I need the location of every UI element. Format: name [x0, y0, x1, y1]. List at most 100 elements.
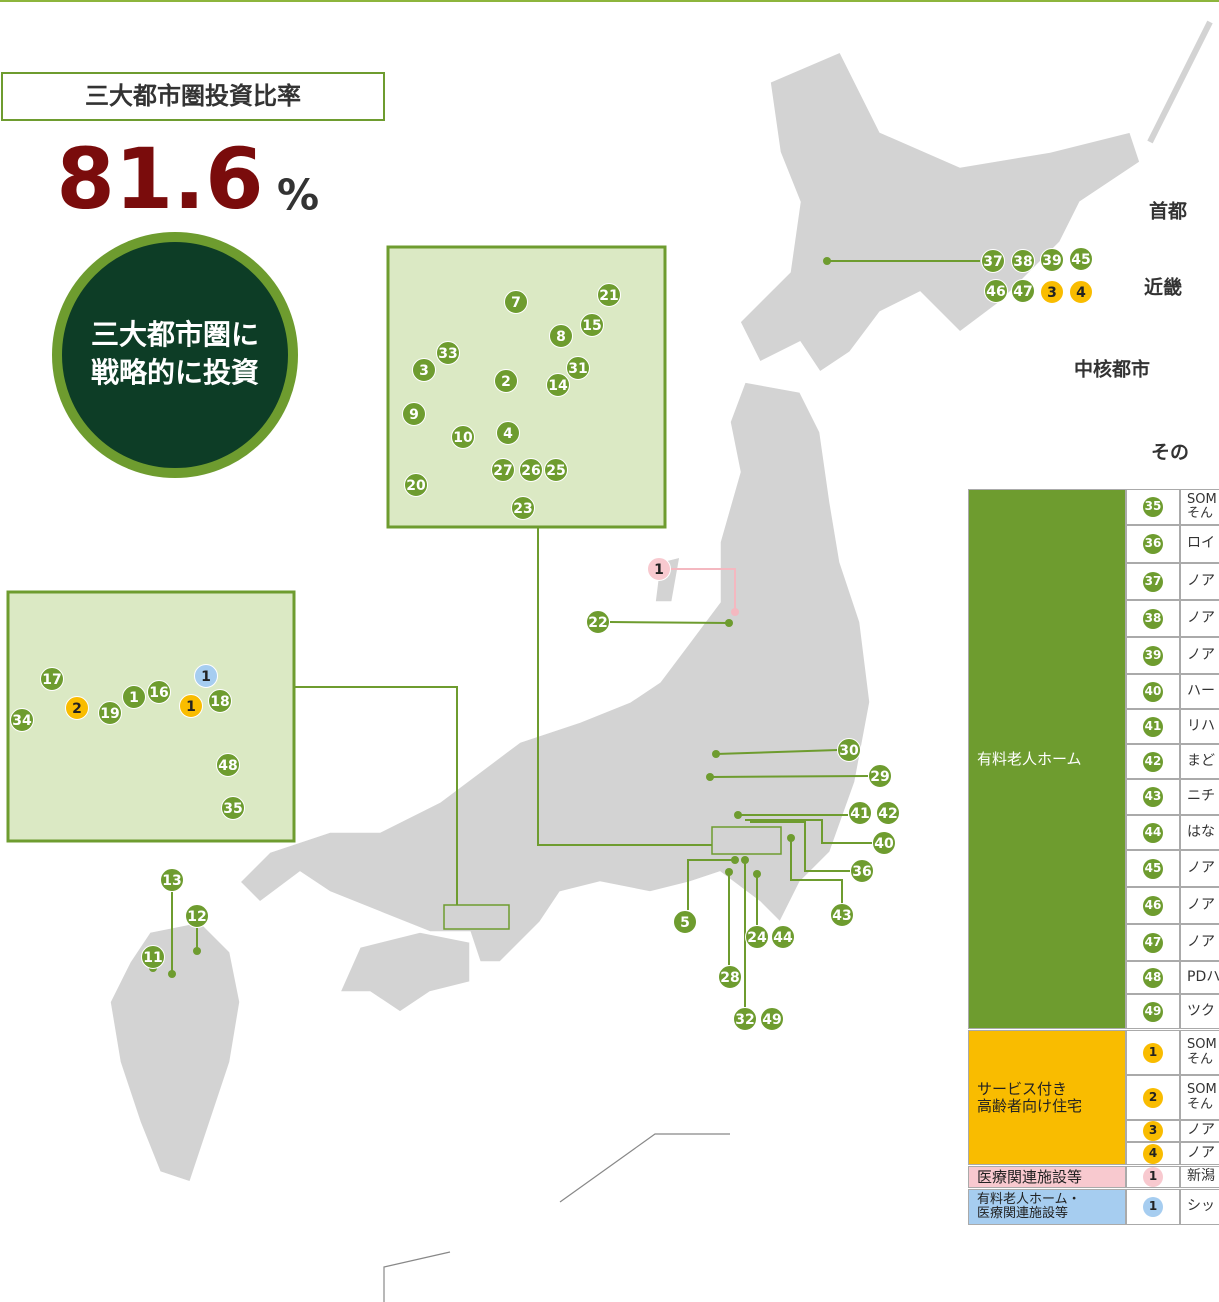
marker [848, 801, 872, 825]
category-cell: サービス付き 高齢者向け住宅 [968, 1030, 1126, 1165]
marker [451, 425, 475, 449]
marker-label: 28 [720, 970, 739, 986]
number-cell: 45 [1126, 850, 1180, 887]
name-cell: ノア [1180, 563, 1219, 600]
number-cell: 1 [1126, 1030, 1180, 1075]
category-cell: 有料老人ホーム・ 医療関連施設等 [968, 1189, 1126, 1225]
marker-label: 37 [983, 254, 1002, 270]
name-cell: ノア [1180, 924, 1219, 961]
number-badge: 38 [1143, 608, 1163, 629]
marker [876, 801, 900, 825]
number-cell: 49 [1126, 994, 1180, 1029]
number-badge: 48 [1143, 967, 1163, 988]
name-text: PDハ [1187, 968, 1219, 985]
marker-label: 4 [1076, 285, 1086, 301]
number-cell: 38 [1126, 600, 1180, 637]
name-cell: SOM そん [1180, 1030, 1219, 1075]
marker-label: 29 [870, 769, 889, 785]
name-cell: ノア [1180, 1120, 1219, 1142]
category-cell: 有料老人ホーム [968, 489, 1126, 1029]
marker-label: 11 [143, 950, 162, 966]
marker-label: 3 [1047, 285, 1057, 301]
marker [402, 402, 426, 426]
ratio: 81.6 [56, 130, 263, 228]
marker-label: 35 [223, 801, 242, 817]
marker-label: 1 [654, 562, 664, 578]
name-text: SOM [1187, 1082, 1217, 1098]
name-cell: SOM そん [1180, 1075, 1219, 1120]
marker [733, 1007, 757, 1031]
category-text: 有料老人ホーム・ [977, 1191, 1081, 1207]
number-cell: 35 [1126, 489, 1180, 525]
region-label: 首都 [1149, 200, 1187, 223]
marker [868, 764, 892, 788]
marker-label: 19 [100, 706, 119, 722]
marker [1040, 280, 1064, 304]
number-cell: 37 [1126, 563, 1180, 600]
name-text: はな [1187, 823, 1215, 840]
marker-label: 20 [406, 478, 426, 494]
number-cell: 39 [1126, 637, 1180, 674]
marker-label: 40 [874, 836, 894, 852]
number-cell: 44 [1126, 815, 1180, 850]
name-cell: リハ [1180, 709, 1219, 744]
number-badge: 1 [1143, 1197, 1163, 1217]
badge-line: 戦略的に投資 [91, 356, 259, 389]
marker-label: 41 [850, 806, 869, 822]
number-cell: 42 [1126, 744, 1180, 779]
name-text: シッ [1187, 1198, 1215, 1215]
marker [40, 667, 64, 691]
category-text: 医療関連施設等 [977, 1206, 1069, 1221]
marker [1040, 248, 1064, 272]
marker [673, 910, 697, 934]
title: 三大都市圏投資比率 [85, 82, 301, 110]
marker [494, 369, 518, 393]
name-cell: まど [1180, 744, 1219, 779]
marker-label: 13 [162, 873, 181, 889]
marker [412, 358, 436, 382]
marker-label: 10 [453, 430, 473, 446]
marker [404, 473, 428, 497]
marker-label: 24 [747, 930, 767, 946]
marker [544, 458, 568, 482]
marker-label: 46 [986, 284, 1005, 300]
name-text: そん [1187, 506, 1214, 521]
marker [1011, 249, 1035, 273]
badge [52, 232, 298, 478]
marker [147, 680, 171, 704]
number-badge: 4 [1143, 1143, 1163, 1164]
marker [185, 904, 209, 928]
number-badge: 1 [1143, 1167, 1163, 1187]
marker-label: 2 [501, 374, 511, 390]
name-cell: PDハ [1180, 961, 1219, 994]
name-cell: シッ [1180, 1189, 1219, 1225]
name-text: 新潟 [1187, 1168, 1215, 1185]
marker-label: 21 [599, 288, 618, 304]
marker-label: 32 [735, 1012, 754, 1028]
marker-label: 23 [513, 501, 532, 517]
marker [208, 689, 232, 713]
number-cell: 41 [1126, 709, 1180, 744]
number-badge: 46 [1143, 895, 1163, 916]
marker [519, 458, 543, 482]
marker [1069, 280, 1093, 304]
marker-label: 39 [1042, 253, 1061, 269]
marker [194, 664, 218, 688]
name-cell: ツク [1180, 994, 1219, 1029]
marker-label: 33 [438, 346, 457, 362]
number-badge: 41 [1143, 716, 1163, 737]
marker-label: 1 [186, 699, 196, 715]
number-badge: 2 [1143, 1087, 1163, 1108]
name-text: ノア [1187, 646, 1215, 663]
marker [981, 249, 1005, 273]
name-text: ノア [1187, 1122, 1215, 1139]
marker [760, 1007, 784, 1031]
name-cell: ノア [1180, 600, 1219, 637]
category-text: 有料老人ホーム [977, 749, 1082, 768]
marker [221, 796, 245, 820]
title-box [1, 72, 385, 121]
name-text: ハー [1187, 682, 1215, 699]
